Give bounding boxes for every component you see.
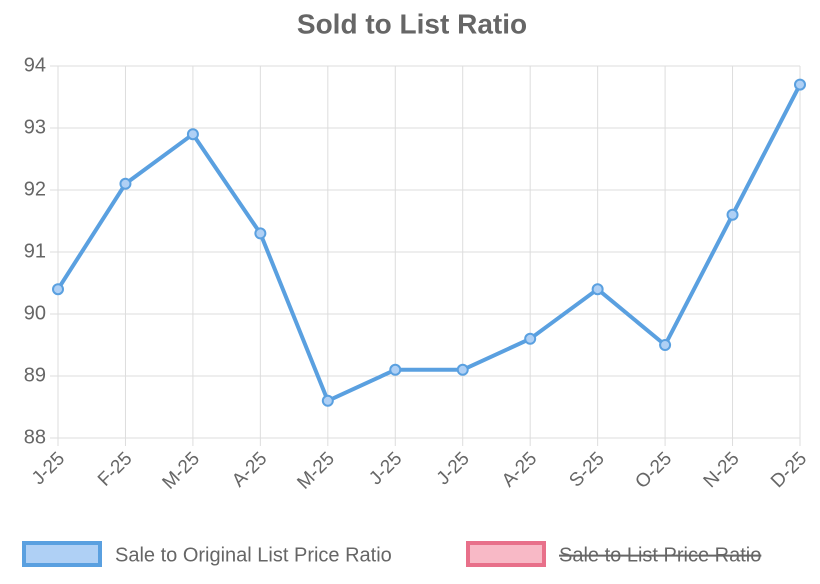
x-tick-label: F-25: [94, 448, 136, 490]
x-tick-label: D-25: [767, 448, 811, 492]
x-tick-label: A-25: [228, 448, 271, 491]
point: [659, 339, 672, 351]
y-tick-label: 92: [24, 178, 46, 200]
line: [56, 83, 802, 403]
point: [389, 363, 402, 376]
chart-title: Sold to List Ratio: [297, 8, 527, 39]
x-tick-label: S-25: [565, 448, 608, 491]
point: [321, 394, 334, 407]
x-tick-label: A-25: [498, 448, 541, 491]
point: [186, 128, 199, 141]
x-tick-label: J-25: [433, 448, 474, 489]
point: [726, 208, 739, 221]
x-tick-label: M-25: [293, 448, 338, 493]
point: [52, 283, 64, 296]
legend-swatch: [22, 541, 102, 567]
point: [456, 363, 469, 376]
point: [119, 177, 132, 190]
x-tick-label: O-25: [631, 448, 676, 493]
x-tick-label: N-25: [700, 448, 744, 492]
y-tick-label: 93: [24, 116, 46, 138]
x-tick-label: J-25: [365, 448, 406, 489]
y-tick-label: 88: [24, 426, 46, 448]
y-tick-label: 90: [24, 302, 46, 324]
point: [794, 78, 806, 91]
y-tick-label: 91: [24, 240, 46, 262]
legend-label[interactable]: Sale to Original List Price Ratio: [115, 544, 392, 566]
legend-swatch: [466, 541, 546, 567]
legend-label[interactable]: Sale to List Price Ratio: [559, 544, 761, 566]
x-tick-label: J-25: [28, 448, 69, 489]
x-tick-label: M-25: [159, 448, 204, 493]
point: [524, 332, 537, 345]
point: [591, 283, 604, 296]
point: [254, 227, 267, 240]
y-tick-label: 94: [24, 54, 46, 76]
y-tick-label: 89: [24, 364, 46, 386]
